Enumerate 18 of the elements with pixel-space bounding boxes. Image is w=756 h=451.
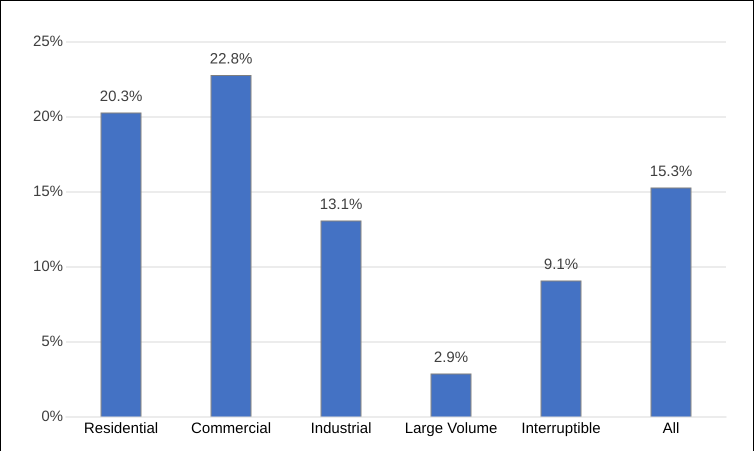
y-tick-label: 10% <box>32 258 64 276</box>
x-tick-label: Industrial <box>310 420 372 438</box>
x-tick-label: Interruptible <box>521 420 601 438</box>
x-tick-label: All <box>662 420 680 438</box>
y-tick-label: 20% <box>32 108 64 126</box>
x-tick-label: Large Volume <box>404 420 498 438</box>
data-label: 20.3% <box>100 88 142 106</box>
y-tick-label: 25% <box>32 33 64 50</box>
y-tick-label: 5% <box>41 333 64 350</box>
x-tick-label: Residential <box>84 420 158 438</box>
data-label: 9.1% <box>544 256 578 274</box>
data-label: 15.3% <box>650 163 692 180</box>
y-tick-label: 15% <box>32 183 64 200</box>
data-label: 22.8% <box>210 50 252 68</box>
x-tick-label: Commercial <box>191 420 272 438</box>
data-label: 13.1% <box>320 196 362 214</box>
y-tick-label: 0% <box>41 408 64 426</box>
data-label: 2.9% <box>434 349 468 366</box>
